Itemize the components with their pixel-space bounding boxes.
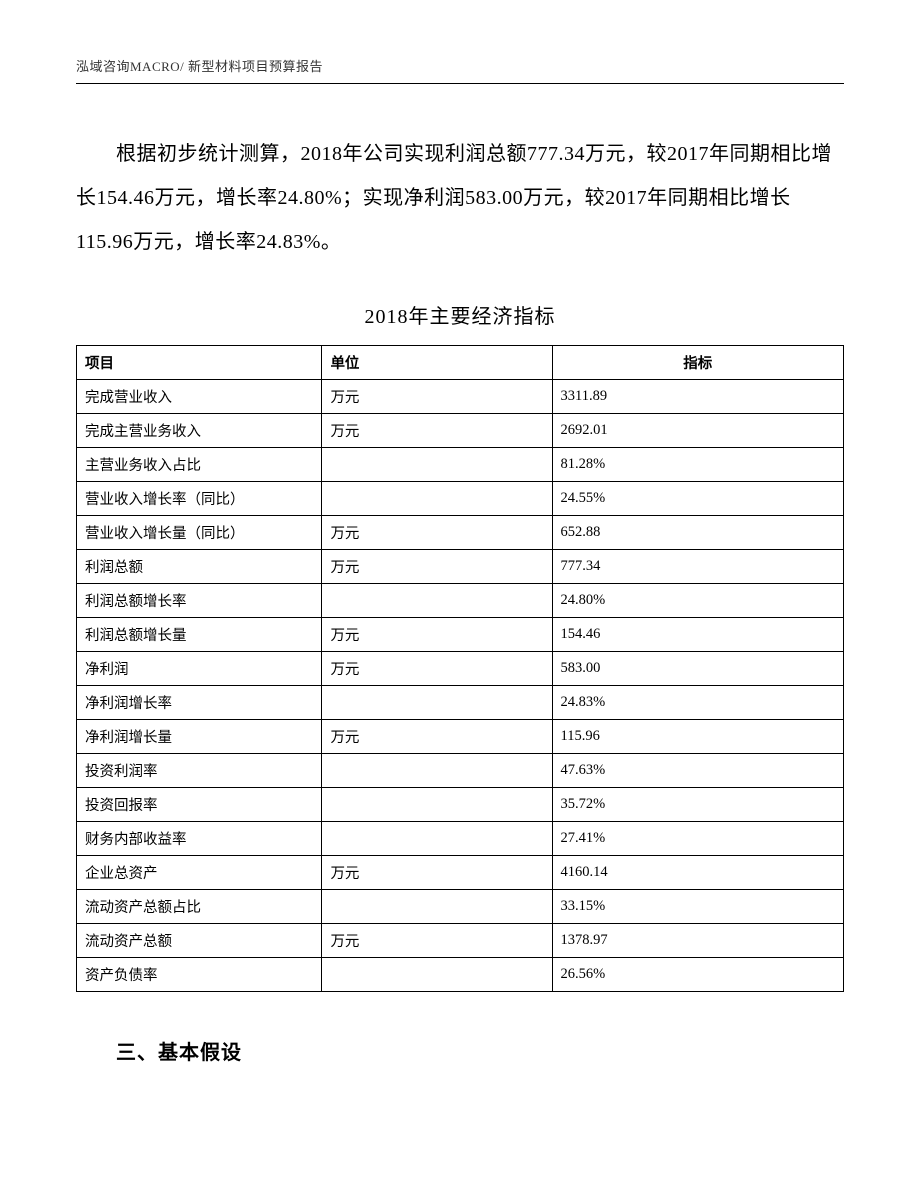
table-row: 利润总额增长量万元154.46	[77, 618, 844, 652]
table-row: 完成主营业务收入万元2692.01	[77, 414, 844, 448]
body-paragraph: 根据初步统计测算，2018年公司实现利润总额777.34万元，较2017年同期相…	[76, 132, 844, 264]
table-row: 主营业务收入占比 81.28%	[77, 448, 844, 482]
table-cell: 万元	[322, 414, 552, 448]
table-cell: 投资利润率	[77, 754, 322, 788]
table-row: 净利润增长率 24.83%	[77, 686, 844, 720]
table-row: 营业收入增长量（同比）万元652.88	[77, 516, 844, 550]
table-cell	[322, 448, 552, 482]
page-header: 泓域咨询MACRO/ 新型材料项目预算报告	[76, 56, 844, 75]
table-row: 完成营业收入万元3311.89	[77, 380, 844, 414]
table-cell: 万元	[322, 856, 552, 890]
table-cell: 24.55%	[552, 482, 843, 516]
header-divider	[76, 83, 844, 84]
table-row: 流动资产总额占比 33.15%	[77, 890, 844, 924]
table-row: 财务内部收益率 27.41%	[77, 822, 844, 856]
table-title: 2018年主要经济指标	[76, 300, 844, 329]
table-cell: 24.83%	[552, 686, 843, 720]
table-cell: 24.80%	[552, 584, 843, 618]
table-cell: 利润总额增长率	[77, 584, 322, 618]
table-cell: 万元	[322, 380, 552, 414]
table-cell: 26.56%	[552, 958, 843, 992]
table-cell: 万元	[322, 618, 552, 652]
table-header-cell: 单位	[322, 346, 552, 380]
table-cell: 27.41%	[552, 822, 843, 856]
table-cell: 154.46	[552, 618, 843, 652]
table-cell: 万元	[322, 652, 552, 686]
table-cell: 万元	[322, 516, 552, 550]
table-cell: 利润总额增长量	[77, 618, 322, 652]
table-cell: 净利润增长量	[77, 720, 322, 754]
table-cell: 1378.97	[552, 924, 843, 958]
table-cell: 完成营业收入	[77, 380, 322, 414]
table-row: 流动资产总额万元1378.97	[77, 924, 844, 958]
table-cell: 流动资产总额	[77, 924, 322, 958]
table-row: 利润总额增长率 24.80%	[77, 584, 844, 618]
table-cell: 47.63%	[552, 754, 843, 788]
table-cell: 企业总资产	[77, 856, 322, 890]
table-cell: 万元	[322, 550, 552, 584]
table-cell: 资产负债率	[77, 958, 322, 992]
table-cell: 营业收入增长量（同比）	[77, 516, 322, 550]
table-cell: 583.00	[552, 652, 843, 686]
table-cell: 81.28%	[552, 448, 843, 482]
section-heading: 三、基本假设	[76, 1036, 844, 1065]
table-header-cell: 项目	[77, 346, 322, 380]
table-header-cell: 指标	[552, 346, 843, 380]
table-cell: 净利润增长率	[77, 686, 322, 720]
economic-indicators-table: 项目 单位 指标 完成营业收入万元3311.89完成主营业务收入万元2692.0…	[76, 345, 844, 992]
table-header-row: 项目 单位 指标	[77, 346, 844, 380]
table-row: 净利润万元583.00	[77, 652, 844, 686]
table-cell	[322, 482, 552, 516]
table-cell	[322, 822, 552, 856]
table-cell: 777.34	[552, 550, 843, 584]
table-cell: 115.96	[552, 720, 843, 754]
table-cell: 营业收入增长率（同比）	[77, 482, 322, 516]
table-cell: 完成主营业务收入	[77, 414, 322, 448]
table-cell: 流动资产总额占比	[77, 890, 322, 924]
table-row: 利润总额万元777.34	[77, 550, 844, 584]
table-row: 企业总资产万元4160.14	[77, 856, 844, 890]
table-cell	[322, 754, 552, 788]
table-cell: 主营业务收入占比	[77, 448, 322, 482]
table-row: 资产负债率 26.56%	[77, 958, 844, 992]
table-row: 投资利润率 47.63%	[77, 754, 844, 788]
table-cell: 33.15%	[552, 890, 843, 924]
table-cell: 4160.14	[552, 856, 843, 890]
table-cell: 2692.01	[552, 414, 843, 448]
table-body: 完成营业收入万元3311.89完成主营业务收入万元2692.01主营业务收入占比…	[77, 380, 844, 992]
table-cell	[322, 890, 552, 924]
table-cell: 3311.89	[552, 380, 843, 414]
table-cell	[322, 584, 552, 618]
table-cell	[322, 788, 552, 822]
table-cell	[322, 686, 552, 720]
table-cell: 投资回报率	[77, 788, 322, 822]
table-row: 净利润增长量万元115.96	[77, 720, 844, 754]
table-cell: 万元	[322, 924, 552, 958]
table-cell: 万元	[322, 720, 552, 754]
table-cell: 652.88	[552, 516, 843, 550]
table-cell: 利润总额	[77, 550, 322, 584]
table-cell: 35.72%	[552, 788, 843, 822]
table-cell: 净利润	[77, 652, 322, 686]
table-row: 营业收入增长率（同比） 24.55%	[77, 482, 844, 516]
table-row: 投资回报率 35.72%	[77, 788, 844, 822]
table-cell: 财务内部收益率	[77, 822, 322, 856]
table-cell	[322, 958, 552, 992]
